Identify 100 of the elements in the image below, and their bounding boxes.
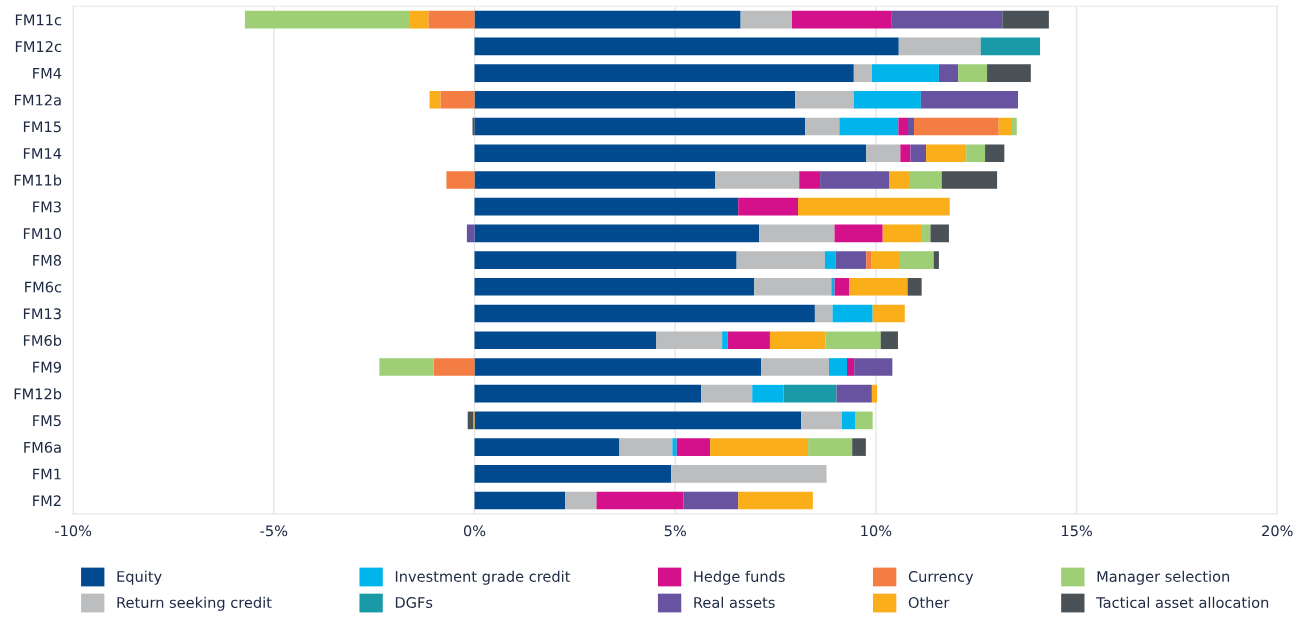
legend-label: Investment grade credit (395, 570, 571, 585)
bar (738, 197, 799, 216)
bar (814, 304, 833, 323)
bar (761, 358, 829, 376)
bar (930, 224, 949, 243)
bar (872, 304, 905, 323)
bar (752, 384, 784, 403)
bar (474, 197, 739, 216)
bar (871, 64, 939, 82)
bar (440, 90, 475, 109)
bar (740, 10, 792, 29)
bar (783, 384, 837, 403)
legend-label: Currency (908, 570, 974, 585)
legend-label: Tactical asset allocation (1096, 596, 1269, 609)
bar (474, 277, 755, 296)
x-tick-label: 10% (861, 525, 892, 537)
bar (900, 144, 911, 163)
bar (941, 171, 998, 189)
bar (898, 117, 908, 136)
bar (846, 358, 855, 376)
bar (980, 37, 1041, 56)
bar (958, 64, 988, 82)
bar (474, 491, 566, 510)
bar (938, 64, 959, 82)
bar (836, 384, 872, 403)
bar (998, 117, 1012, 136)
bar (1011, 117, 1017, 136)
bar (474, 117, 806, 136)
bar (799, 171, 821, 189)
y-tick-label: FM11c (15, 14, 62, 26)
bar (379, 358, 434, 376)
bar (987, 64, 1031, 82)
bar (676, 438, 711, 456)
bar (474, 331, 657, 350)
bar (831, 277, 835, 296)
bar (474, 358, 762, 376)
legend-label: DGFs (395, 596, 433, 609)
bar (722, 331, 728, 350)
y-tick-label: FM5 (33, 415, 61, 427)
y-tick-label: FM8 (33, 254, 62, 266)
bar (805, 117, 840, 136)
y-tick-label: FM2 (33, 495, 61, 507)
bar (409, 10, 429, 29)
bar (244, 10, 410, 29)
bar (474, 37, 899, 56)
legend-label: Return seeking credit (117, 596, 272, 611)
x-tick-label: -5% (260, 525, 288, 537)
bar (474, 465, 672, 483)
x-tick-label: 5% (664, 525, 686, 537)
bar (474, 171, 716, 189)
bar (798, 197, 950, 216)
y-tick-label: FM4 (33, 67, 62, 79)
bar (738, 491, 813, 510)
bar (671, 465, 827, 483)
bar (839, 117, 899, 136)
bar (792, 10, 892, 29)
y-tick-label: FM6b (23, 334, 62, 346)
bar (835, 251, 867, 269)
bar (710, 438, 809, 456)
y-tick-label: FM3 (33, 201, 61, 213)
bar (769, 331, 826, 350)
bar (933, 251, 939, 269)
bar (855, 411, 873, 430)
bar (871, 251, 900, 269)
bar (834, 277, 850, 296)
bar (474, 304, 815, 323)
legend-label: Real assets (694, 596, 775, 609)
y-tick-label: FM6c (25, 281, 62, 293)
bar (824, 251, 836, 269)
y-tick-label: FM10 (23, 228, 62, 240)
bar (474, 411, 802, 430)
bar (926, 144, 967, 163)
bar (899, 251, 934, 269)
x-tick-label: 15% (1061, 525, 1092, 537)
bar (474, 10, 741, 29)
bar (474, 144, 867, 163)
bar (715, 171, 800, 189)
y-tick-label: FM6a (24, 441, 61, 453)
bar (466, 224, 475, 243)
bar (891, 10, 1003, 29)
bar (907, 277, 922, 296)
y-tick-label: FM11b (14, 174, 62, 186)
x-tick-label: 0% (463, 525, 486, 537)
y-tick-label: FM15 (23, 121, 61, 133)
legend-label: Hedge funds (694, 570, 785, 585)
bar (866, 144, 901, 163)
bar (880, 331, 898, 350)
bar (446, 171, 475, 189)
bar (908, 117, 915, 136)
bar (433, 358, 475, 376)
bar (910, 171, 942, 189)
bar (801, 411, 842, 430)
bar (1002, 10, 1049, 29)
bar (596, 491, 684, 510)
bar (474, 251, 737, 269)
bar (910, 144, 927, 163)
bar (966, 144, 986, 163)
y-tick-label: FM13 (23, 308, 61, 320)
bar (472, 117, 475, 136)
legend-label: Manager selection (1097, 570, 1230, 585)
